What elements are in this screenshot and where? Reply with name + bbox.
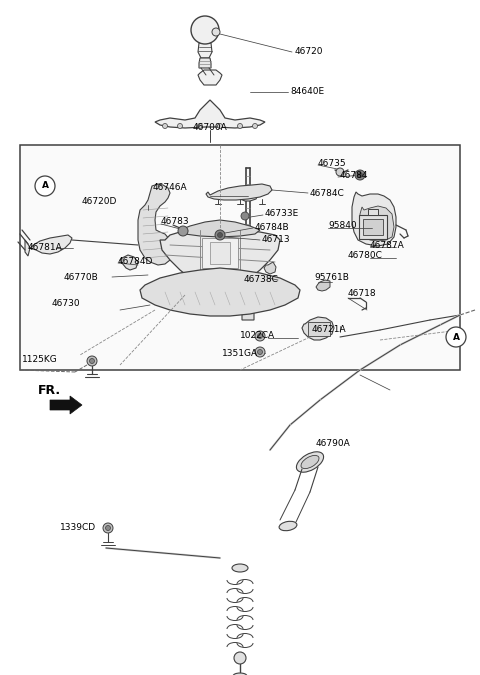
Text: 46784B: 46784B: [255, 223, 289, 232]
Text: 95840: 95840: [328, 221, 357, 230]
Circle shape: [255, 347, 265, 357]
Text: FR.: FR.: [38, 383, 61, 396]
Text: 1022CA: 1022CA: [240, 331, 275, 340]
Bar: [368, 209, 378, 215]
Circle shape: [197, 124, 203, 128]
Text: 46718: 46718: [348, 290, 377, 298]
Text: 46784: 46784: [340, 171, 369, 180]
Text: 1125KG: 1125KG: [22, 356, 58, 365]
Text: 46783: 46783: [161, 217, 190, 227]
Text: 46700A: 46700A: [192, 122, 228, 132]
Circle shape: [178, 226, 188, 236]
Text: 46784D: 46784D: [118, 256, 154, 265]
Circle shape: [212, 28, 220, 36]
Text: 84640E: 84640E: [290, 88, 324, 97]
Text: 46770B: 46770B: [64, 273, 99, 281]
Polygon shape: [199, 58, 211, 68]
Polygon shape: [242, 300, 254, 320]
Circle shape: [178, 124, 182, 128]
Polygon shape: [264, 262, 276, 274]
Text: 46790A: 46790A: [316, 439, 351, 448]
Text: 46784C: 46784C: [310, 188, 345, 198]
Circle shape: [241, 212, 249, 220]
Circle shape: [336, 168, 344, 176]
Circle shape: [89, 358, 95, 364]
Polygon shape: [360, 206, 394, 241]
Ellipse shape: [233, 673, 247, 675]
Text: A: A: [41, 182, 48, 190]
Polygon shape: [352, 192, 396, 246]
Text: 46781A: 46781A: [28, 242, 63, 252]
Text: 46780C: 46780C: [348, 252, 383, 261]
Polygon shape: [302, 317, 334, 340]
Bar: [210, 242, 230, 264]
Ellipse shape: [232, 564, 248, 572]
Ellipse shape: [279, 521, 297, 531]
Bar: [359, 215, 387, 239]
Text: 46787A: 46787A: [370, 240, 405, 250]
Circle shape: [103, 523, 113, 533]
Circle shape: [87, 356, 97, 366]
Text: 95761B: 95761B: [314, 273, 349, 283]
Polygon shape: [180, 220, 260, 237]
Text: 46713: 46713: [262, 236, 290, 244]
Polygon shape: [120, 255, 138, 270]
Circle shape: [163, 124, 168, 128]
Bar: [308, 322, 330, 336]
Ellipse shape: [301, 456, 319, 468]
Text: A: A: [453, 333, 459, 342]
Circle shape: [217, 232, 223, 238]
Bar: [202, 238, 238, 268]
Polygon shape: [138, 184, 172, 265]
Circle shape: [191, 16, 219, 44]
Text: 46720: 46720: [295, 47, 324, 57]
Circle shape: [35, 176, 55, 196]
Circle shape: [255, 331, 265, 341]
Text: 46733E: 46733E: [265, 209, 299, 219]
Polygon shape: [206, 184, 272, 200]
Text: 46735: 46735: [318, 159, 347, 167]
Text: 46746A: 46746A: [153, 184, 188, 192]
Text: 46738C: 46738C: [244, 275, 279, 284]
Polygon shape: [236, 190, 258, 201]
Bar: [20, 145, 460, 370]
Polygon shape: [160, 228, 280, 287]
Polygon shape: [316, 280, 330, 291]
Circle shape: [217, 124, 223, 128]
Circle shape: [106, 526, 110, 531]
Polygon shape: [198, 43, 212, 58]
Polygon shape: [198, 70, 222, 85]
Circle shape: [446, 327, 466, 347]
Ellipse shape: [297, 452, 324, 472]
Circle shape: [238, 124, 242, 128]
Polygon shape: [155, 100, 265, 128]
Bar: [363, 219, 383, 235]
Text: 46720D: 46720D: [82, 196, 118, 205]
Circle shape: [234, 652, 246, 664]
Circle shape: [257, 333, 263, 338]
Polygon shape: [140, 268, 300, 316]
Circle shape: [257, 350, 263, 354]
Polygon shape: [50, 396, 82, 414]
Circle shape: [358, 173, 362, 178]
Circle shape: [215, 230, 225, 240]
Circle shape: [252, 124, 257, 128]
Text: 46721A: 46721A: [312, 325, 347, 335]
Circle shape: [355, 170, 365, 180]
Text: 1351GA: 1351GA: [222, 348, 258, 358]
Text: 1339CD: 1339CD: [60, 524, 96, 533]
Polygon shape: [25, 235, 72, 256]
Text: 46730: 46730: [52, 298, 81, 308]
